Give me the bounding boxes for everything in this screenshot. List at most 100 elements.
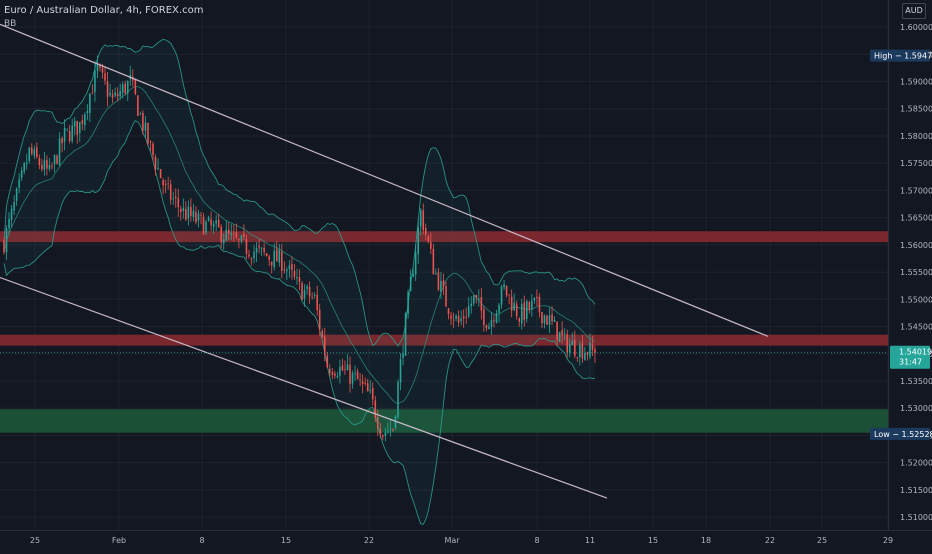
candle[interactable] <box>114 87 116 98</box>
candle-body[interactable] <box>334 373 336 376</box>
candle-body[interactable] <box>36 147 38 158</box>
price-axis[interactable]: 1.510001.515001.520001.525001.530001.535… <box>870 0 932 550</box>
candle-body[interactable] <box>508 294 510 296</box>
candle[interactable] <box>568 338 571 358</box>
candle[interactable] <box>354 365 356 381</box>
candle-body[interactable] <box>78 122 81 133</box>
candle[interactable] <box>243 224 245 240</box>
candle-body[interactable] <box>260 247 263 249</box>
candle[interactable] <box>402 344 404 366</box>
candle-body[interactable] <box>195 212 197 223</box>
candle[interactable] <box>238 237 240 249</box>
candle[interactable] <box>68 124 71 144</box>
candle-body[interactable] <box>308 286 311 297</box>
candle-body[interactable] <box>377 417 379 428</box>
candle-body[interactable] <box>526 301 528 319</box>
candle[interactable] <box>359 373 361 387</box>
candle[interactable] <box>538 293 541 318</box>
candle[interactable] <box>89 92 91 123</box>
candle-body[interactable] <box>510 296 513 311</box>
candle-body[interactable] <box>157 168 159 170</box>
candle-body[interactable] <box>427 236 430 242</box>
candle-body[interactable] <box>369 389 372 391</box>
candle[interactable] <box>440 272 442 299</box>
candle-body[interactable] <box>402 353 404 358</box>
candle[interactable] <box>124 80 127 96</box>
candle[interactable] <box>286 267 288 280</box>
candle[interactable] <box>137 94 139 116</box>
time-tick-label[interactable]: 11 <box>585 536 595 545</box>
candle-body[interactable] <box>528 302 531 310</box>
candle[interactable] <box>174 188 177 208</box>
candle-body[interactable] <box>460 318 462 322</box>
candle[interactable] <box>326 351 329 369</box>
candle[interactable] <box>109 83 111 98</box>
candle-body[interactable] <box>450 315 452 319</box>
candle[interactable] <box>412 266 414 278</box>
candle-body[interactable] <box>414 252 417 275</box>
candle[interactable] <box>323 327 326 362</box>
candle[interactable] <box>152 141 154 162</box>
candle[interactable] <box>442 273 445 296</box>
last-price-value[interactable]: 1.54019 <box>899 348 932 357</box>
candle[interactable] <box>490 312 493 335</box>
candle[interactable] <box>121 81 124 99</box>
candle-body[interactable] <box>268 256 270 260</box>
candle-body[interactable] <box>371 387 374 400</box>
candle[interactable] <box>445 281 447 307</box>
candle-body[interactable] <box>503 284 505 288</box>
candle[interactable] <box>192 203 195 222</box>
candle[interactable] <box>475 294 478 304</box>
candle[interactable] <box>250 257 253 266</box>
candle[interactable] <box>536 289 538 307</box>
candle-body[interactable] <box>15 188 18 201</box>
candle-body[interactable] <box>23 163 25 172</box>
candle-body[interactable] <box>154 157 157 170</box>
candle-body[interactable] <box>490 320 493 327</box>
candle-body[interactable] <box>190 206 192 217</box>
candle[interactable] <box>462 309 465 328</box>
candle-body[interactable] <box>351 372 354 384</box>
candle[interactable] <box>561 321 563 344</box>
candle-body[interactable] <box>500 286 503 305</box>
candle[interactable] <box>558 331 561 343</box>
candle-body[interactable] <box>283 269 286 271</box>
candle[interactable] <box>3 237 5 255</box>
candle[interactable] <box>293 264 296 280</box>
candle[interactable] <box>265 252 268 257</box>
time-tick-label[interactable]: Mar <box>444 536 460 545</box>
candle[interactable] <box>556 321 558 347</box>
time-tick-label[interactable]: 8 <box>199 536 204 545</box>
candle-body[interactable] <box>139 113 142 115</box>
candle-body[interactable] <box>10 208 13 221</box>
candle-body[interactable] <box>220 226 222 243</box>
candle[interactable] <box>15 187 18 206</box>
candle[interactable] <box>467 297 470 319</box>
candle[interactable] <box>23 161 25 175</box>
candle-body[interactable] <box>447 308 450 315</box>
candle-body[interactable] <box>240 235 243 241</box>
time-tick-label[interactable]: Feb <box>112 536 126 545</box>
high-price-label[interactable]: High − 1.59475 <box>870 49 932 62</box>
candle[interactable] <box>142 110 144 135</box>
price-tick-label[interactable]: 1.55500 <box>900 268 932 277</box>
candle-body[interactable] <box>250 258 253 260</box>
candle-body[interactable] <box>296 276 298 279</box>
candle-body[interactable] <box>531 300 533 309</box>
candle-body[interactable] <box>248 254 250 257</box>
candle-body[interactable] <box>384 432 387 436</box>
candle[interactable] <box>321 328 324 339</box>
candle-body[interactable] <box>147 122 149 144</box>
candle-body[interactable] <box>366 383 369 392</box>
candle-body[interactable] <box>89 93 91 114</box>
candle[interactable] <box>510 289 513 318</box>
candle-body[interactable] <box>591 344 594 350</box>
candle-body[interactable] <box>409 277 412 292</box>
price-tick-label[interactable]: 1.59000 <box>900 78 932 87</box>
candle-body[interactable] <box>215 220 217 224</box>
candle[interactable] <box>220 224 222 248</box>
time-tick-label[interactable]: 18 <box>701 536 711 545</box>
candle-body[interactable] <box>119 91 121 97</box>
candle-body[interactable] <box>574 340 576 357</box>
candle-body[interactable] <box>111 94 114 98</box>
